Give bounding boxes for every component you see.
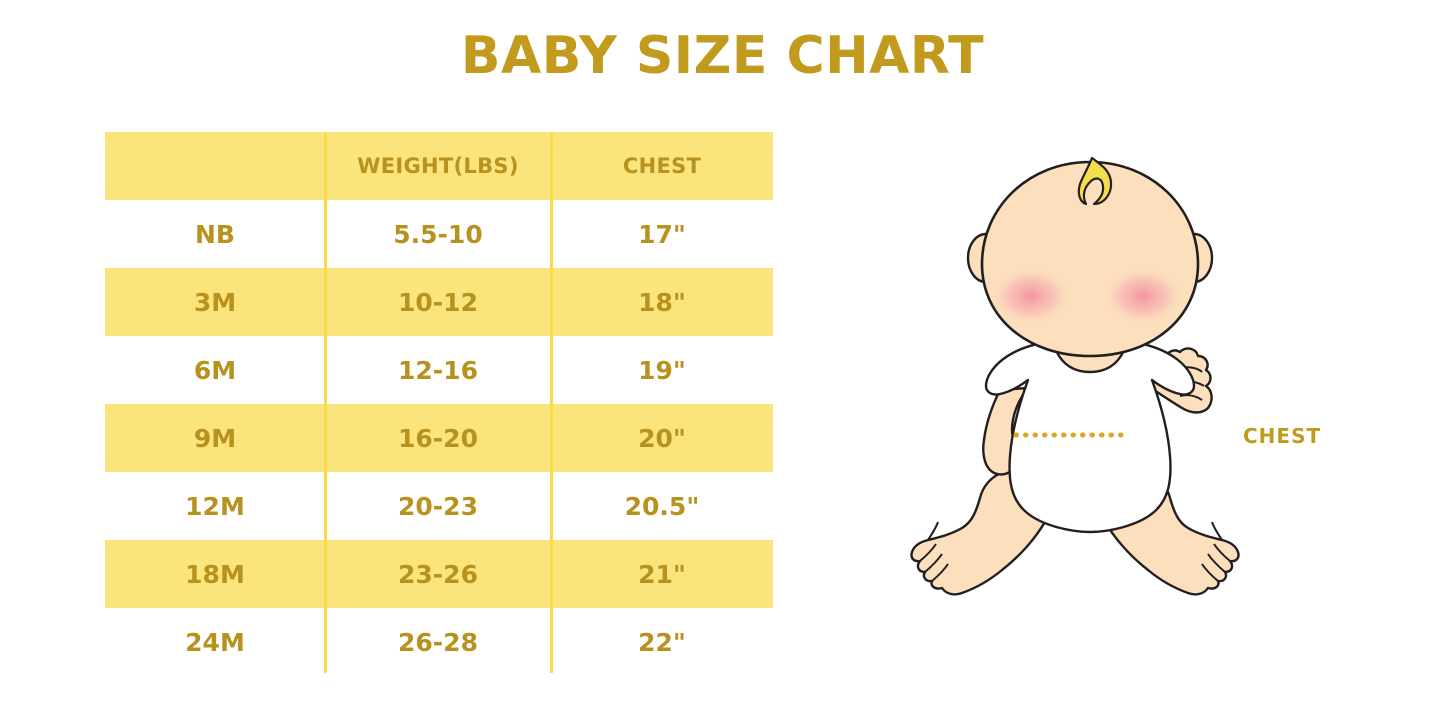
cell-chest: 21" <box>551 540 773 608</box>
column-header-weight: WEIGHT(LBS) <box>325 132 551 200</box>
column-header-chest: CHEST <box>551 132 773 200</box>
table-row: 9M 16-20 20" <box>105 404 773 472</box>
cell-weight: 23-26 <box>325 540 551 608</box>
baby-illustration <box>910 156 1240 596</box>
cell-chest: 22" <box>551 608 773 676</box>
cell-size: 12M <box>105 472 325 540</box>
table-row: 24M 26-28 22" <box>105 608 773 676</box>
cell-size: 9M <box>105 404 325 472</box>
table-row: 12M 20-23 20.5" <box>105 472 773 540</box>
cell-size: 24M <box>105 608 325 676</box>
table-column-divider-1 <box>324 132 327 673</box>
table-header-row: WEIGHT(LBS) CHEST <box>105 132 773 200</box>
page-title: BABY SIZE CHART <box>460 26 985 86</box>
cell-weight: 20-23 <box>325 472 551 540</box>
cell-chest: 17" <box>551 200 773 268</box>
column-header-size <box>105 132 325 200</box>
baby-hair-curl-icon <box>1077 156 1113 206</box>
cell-size: 6M <box>105 336 325 404</box>
cell-weight: 16-20 <box>325 404 551 472</box>
cell-weight: 12-16 <box>325 336 551 404</box>
baby-head <box>980 160 1200 358</box>
cell-weight: 5.5-10 <box>325 200 551 268</box>
cell-weight: 10-12 <box>325 268 551 336</box>
cell-chest: 20.5" <box>551 472 773 540</box>
cell-chest: 18" <box>551 268 773 336</box>
size-chart-table: WEIGHT(LBS) CHEST NB 5.5-10 17" 3M 10-12… <box>105 132 773 676</box>
cell-size: 18M <box>105 540 325 608</box>
table-row: 3M 10-12 18" <box>105 268 773 336</box>
cell-size: NB <box>105 200 325 268</box>
chest-label: CHEST <box>1243 424 1322 448</box>
table-row: 18M 23-26 21" <box>105 540 773 608</box>
cell-size: 3M <box>105 268 325 336</box>
table-row: NB 5.5-10 17" <box>105 200 773 268</box>
cell-weight: 26-28 <box>325 608 551 676</box>
table-column-divider-2 <box>550 132 553 673</box>
cell-chest: 20" <box>551 404 773 472</box>
table-row: 6M 12-16 19" <box>105 336 773 404</box>
cell-chest: 19" <box>551 336 773 404</box>
baby-cheeks <box>989 266 1185 326</box>
